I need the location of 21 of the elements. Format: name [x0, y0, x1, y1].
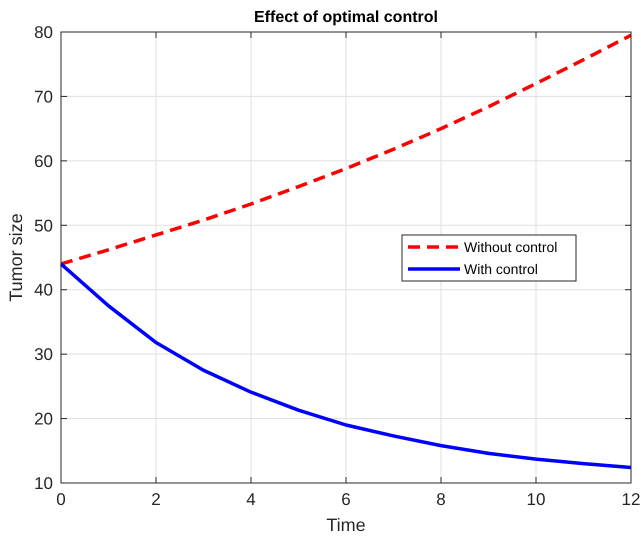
x-tick-label: 6	[341, 490, 351, 509]
x-tick-label: 12	[622, 490, 640, 509]
legend-label: With control	[464, 261, 538, 277]
y-tick-label: 60	[34, 152, 53, 171]
x-axis-title: Time	[326, 515, 366, 535]
line-series	[59, 262, 633, 470]
x-tick-label: 10	[526, 490, 546, 509]
y-tick-label: 30	[34, 345, 53, 364]
y-tick-label: 40	[34, 280, 53, 300]
x-tick-label: 8	[436, 490, 446, 509]
y-axis-title: Tumor size	[6, 213, 26, 302]
x-tick-label: 4	[246, 490, 256, 509]
y-tick-label: 70	[34, 87, 53, 106]
x-tick-label: 2	[151, 490, 161, 509]
y-tick-label: 10	[34, 474, 53, 493]
chart-title: Effect of optimal control	[254, 9, 438, 26]
x-tick-label: 0	[56, 490, 66, 509]
y-tick-label: 50	[34, 216, 53, 236]
y-tick-label: 80	[34, 23, 53, 42]
legend-label: Without control	[464, 239, 558, 255]
y-tick-label: 20	[34, 410, 53, 429]
